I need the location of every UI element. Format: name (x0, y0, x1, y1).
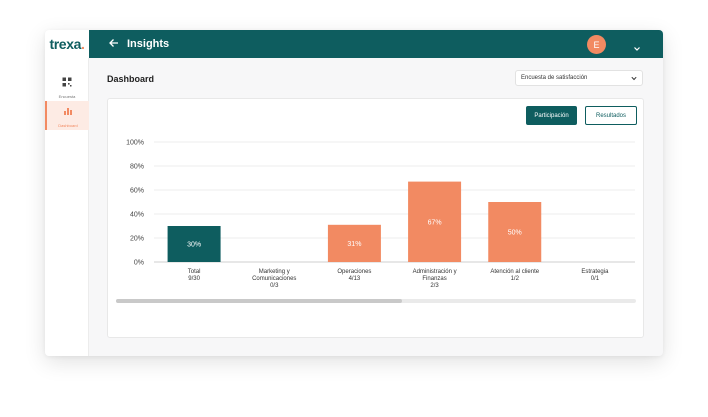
x-category-label: Estrategia (581, 269, 609, 275)
bar-value-label: 50% (508, 230, 522, 237)
x-category-label: Comunicaciones (252, 276, 296, 282)
x-category-count: 1/2 (511, 276, 520, 282)
y-tick-label: 100% (126, 140, 144, 147)
bar (167, 226, 221, 262)
user-avatar[interactable]: E (587, 35, 606, 54)
chart-card: Participación Resultados 100% 80% 60% 40% 20… (107, 98, 644, 338)
brand-logo[interactable]: trexa. (49, 36, 85, 52)
bar (408, 181, 462, 262)
x-category-count: 0/1 (591, 276, 600, 282)
bar (488, 202, 542, 262)
scrollbar-thumb[interactable] (116, 299, 402, 303)
x-category-label: Administración y (413, 269, 457, 275)
sidebar: Encuesta Dashboard (45, 58, 89, 356)
horizontal-scrollbar[interactable] (116, 299, 636, 303)
y-tick-label: 20% (130, 236, 144, 243)
bar-value-label: 67% (428, 219, 442, 226)
bar-value-label: 30% (187, 242, 201, 249)
sidebar-item-dashboard[interactable]: Dashboard (45, 101, 89, 130)
results-button[interactable]: Resultados (585, 106, 637, 125)
y-tick-label: 80% (130, 164, 144, 171)
survey-select[interactable]: Encuesta de satisfacción (515, 70, 643, 86)
x-category-label: Total (188, 269, 201, 275)
y-tick-label: 40% (130, 212, 144, 219)
bar (327, 224, 381, 262)
x-category-label: Marketing y (259, 269, 290, 275)
chevron-down-icon[interactable] (633, 40, 641, 51)
x-category-count: 4/13 (349, 276, 361, 282)
y-tick-label: 60% (130, 188, 144, 195)
x-category-label: Operaciones (337, 269, 371, 275)
sidebar-item-label: Dashboard (58, 123, 78, 128)
main-content: Dashboard Encuesta de satisfacción Parti… (89, 58, 663, 356)
top-bar: Insights E (89, 30, 663, 58)
sidebar-item-label: Encuesta (58, 94, 76, 99)
sidebar-item-encuesta[interactable]: Encuesta (45, 72, 89, 101)
chevron-down-icon (631, 76, 637, 81)
x-category-label: Atención al cliente (490, 269, 539, 275)
x-category-count: 0/3 (270, 283, 279, 289)
survey-select-value: Encuesta de satisfacción (521, 75, 588, 81)
bar-chart-icon (63, 103, 73, 121)
avatar-initial: E (593, 39, 600, 50)
app-window: trexa. Insights E Encuesta (45, 30, 663, 356)
y-tick-label: 0% (134, 260, 144, 267)
brand-area: trexa. (45, 30, 89, 58)
dashboard-title: Dashboard (107, 74, 155, 84)
x-category-count: 9/30 (188, 276, 200, 282)
x-category-label: Finanzas (422, 276, 446, 282)
page-title: Insights (127, 38, 170, 50)
participation-button[interactable]: Participación (526, 106, 577, 125)
bar-value-label: 31% (347, 241, 361, 248)
grid-icon (62, 74, 72, 92)
arrow-left-icon[interactable] (109, 38, 121, 51)
x-category-count: 2/3 (430, 283, 439, 289)
